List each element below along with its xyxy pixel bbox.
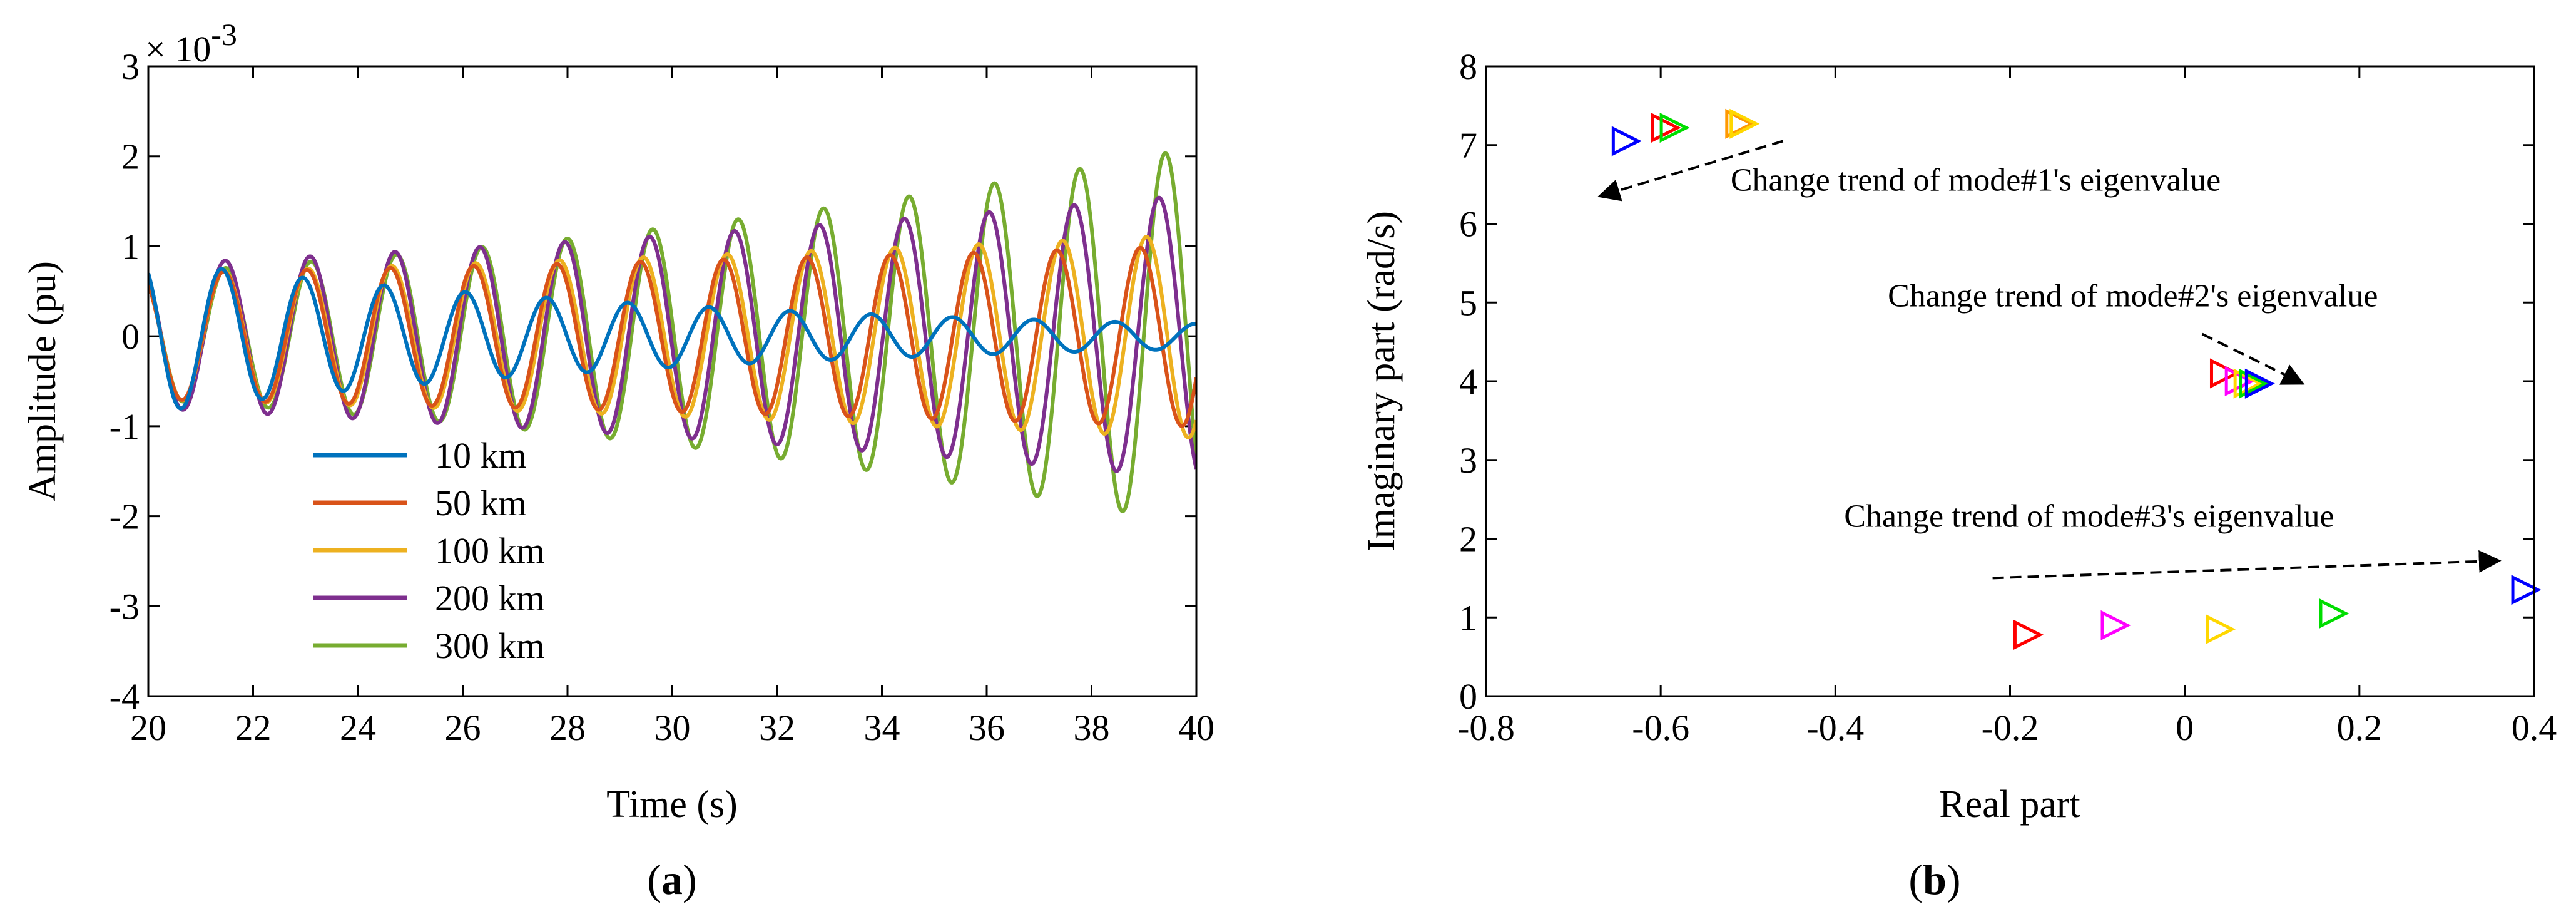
series-line-50-km	[148, 245, 1196, 428]
eigenvalue-marker	[2319, 598, 2349, 629]
legend-entry[interactable]: 50 km	[435, 483, 527, 523]
y-tick-label: 0	[1459, 676, 1477, 717]
x-tick-label: 28	[549, 707, 586, 748]
y-tick-label: 7	[1459, 125, 1477, 166]
eigenvalue-marker	[2209, 358, 2241, 389]
eigenvalue-marker	[2511, 575, 2542, 605]
eigenvalue-marker	[2206, 614, 2236, 645]
trend-annotation: Change trend of mode#1's eigenvalue	[1731, 163, 2221, 198]
panel-a-legend[interactable]: 10 km 50 km 100 km 200 km 300 km	[313, 435, 545, 666]
y-tick-label: -4	[109, 676, 140, 717]
eigenvalue-marker	[2100, 610, 2131, 640]
x-tick-label: -0.8	[1457, 707, 1515, 748]
x-tick-label: 38	[1074, 707, 1110, 748]
x-tick-label: 30	[654, 707, 691, 748]
x-tick-label: 0.2	[2337, 707, 2383, 748]
x-tick-label: 0	[2176, 707, 2194, 748]
y-tick-label: 3	[1459, 440, 1477, 481]
panel-a-series-lines	[148, 151, 1196, 513]
x-tick-label: 34	[864, 707, 900, 748]
panel-a-panel-label: (a)	[647, 856, 696, 903]
legend-entry[interactable]: 100 km	[435, 530, 545, 571]
y-tick-label: 4	[1459, 361, 1477, 402]
x-tick-label: 0.4	[2512, 707, 2557, 748]
x-tick-label: -0.2	[1982, 707, 2039, 748]
panel-b-tick-labels: -0.8 -0.6 -0.4 -0.2 0 0.2 0.4 0 1 2 3 4 5 6 7 8	[1457, 46, 2557, 748]
legend-entry[interactable]: 10 km	[435, 435, 527, 476]
eigenvalue-marker	[2013, 619, 2044, 650]
x-tick-label: 36	[969, 707, 1005, 748]
x-tick-label: -0.4	[1806, 707, 1864, 748]
panel-a-xlabel: Time (s)	[606, 783, 738, 826]
series-line-10-km	[148, 267, 1196, 411]
panel-a-ylabel: Amplitude (pu)	[21, 261, 64, 501]
x-tick-label: 24	[340, 707, 376, 748]
y-tick-label: 2	[121, 136, 140, 177]
panel-a-line-chart: 20 22 24 26 28 30 32 34 36 38 40 -4 -3 -2 -1 0 1 2 3 × 10-…	[21, 17, 1214, 903]
panel-b-xlabel: Real part	[1939, 783, 2080, 826]
eigenvalue-marker	[2244, 368, 2275, 399]
panel-b-ylabel: Imaginary part (rad/s)	[1360, 211, 1403, 552]
y-tick-label: 1	[121, 226, 140, 267]
panel-b-scatter-chart: Change trend of mode#1's eigenvalue Chang…	[1360, 46, 2557, 903]
trend-arrow	[1597, 140, 1784, 202]
x-tick-label: -0.6	[1632, 707, 1689, 748]
eigenvalue-marker	[1659, 113, 1690, 143]
panel-b-panel-label: (b)	[1908, 856, 1960, 903]
x-tick-label: 26	[445, 707, 481, 748]
y-tick-label: -1	[109, 406, 140, 447]
y-tick-label: 0	[121, 316, 140, 357]
x-tick-label: 20	[130, 707, 166, 748]
panel-b-annotations: Change trend of mode#1's eigenvalue Chang…	[1597, 140, 2502, 580]
panel-b-plot-area	[1486, 66, 2534, 696]
x-tick-label: 22	[235, 707, 272, 748]
y-tick-label: 6	[1459, 204, 1477, 245]
y-tick-label: -2	[109, 496, 140, 537]
panel-a-exponent-label: × 10-3	[145, 17, 237, 69]
panel-a-tick-labels: 20 22 24 26 28 30 32 34 36 38 40 -4 -3 -2 -1 0 1 2 3	[109, 46, 1214, 748]
y-tick-label: -3	[109, 586, 140, 627]
trend-arrow	[1992, 550, 2502, 580]
y-tick-label: 2	[1459, 519, 1477, 560]
panel-b-points	[1611, 108, 2542, 650]
y-tick-label: 8	[1459, 46, 1477, 87]
legend-entry[interactable]: 300 km	[435, 625, 545, 666]
y-tick-label: 3	[121, 46, 140, 87]
y-tick-label: 5	[1459, 282, 1477, 323]
x-tick-label: 32	[759, 707, 795, 748]
x-tick-label: 40	[1178, 707, 1214, 748]
panel-b-axes-box	[1485, 65, 2535, 697]
trend-arrow	[2201, 332, 2305, 385]
legend-entry[interactable]: 200 km	[435, 578, 545, 619]
eigenvalue-marker	[1725, 108, 1756, 139]
y-tick-label: 1	[1459, 597, 1477, 638]
trend-annotation: Change trend of mode#3's eigenvalue	[1844, 499, 2334, 535]
eigenvalue-marker	[2239, 368, 2269, 399]
trend-annotation: Change trend of mode#2's eigenvalue	[1888, 279, 2378, 314]
eigenvalue-marker	[1611, 126, 1642, 157]
panel-a-axes-box	[147, 65, 1198, 697]
eigenvalue-marker	[1729, 108, 1760, 139]
eigenvalue-marker	[1651, 113, 1681, 143]
